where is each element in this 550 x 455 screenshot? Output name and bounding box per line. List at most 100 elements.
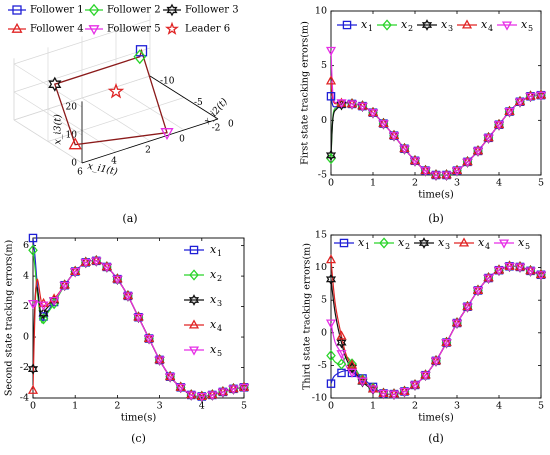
- y-tick-label: 5: [321, 295, 327, 306]
- legend-marker: [382, 19, 392, 31]
- marker-x5: [27, 299, 39, 310]
- panel-label: (a): [122, 212, 137, 225]
- marker-x5: [483, 274, 494, 284]
- y-tick-label: -2: [20, 362, 29, 373]
- marker-x5: [409, 157, 421, 167]
- grid-3d: [13, 14, 219, 164]
- marker-x3: [336, 98, 347, 111]
- marker-x3: [38, 307, 49, 320]
- plot-area-frame: [330, 10, 542, 176]
- floor-grid-line: [47, 97, 185, 142]
- legend-label: x: [210, 243, 217, 256]
- marker-x5: [430, 357, 442, 367]
- marker-x5: [336, 350, 347, 360]
- marker-x4: [451, 317, 463, 327]
- y-axis-label: Third state tracking errors(m): [302, 243, 313, 390]
- marker-x4: [399, 143, 410, 153]
- marker-x4: [357, 100, 368, 110]
- marker-x5: [493, 266, 505, 276]
- marker-x5: [535, 271, 547, 281]
- marker-x4: [325, 75, 337, 85]
- x-tick-label: 0: [30, 401, 36, 412]
- marker-x5: [514, 98, 526, 108]
- marker-x4: [472, 145, 484, 155]
- x-tick-label: 1: [370, 401, 376, 412]
- z-tick-label: 0: [71, 159, 77, 169]
- point-leader-6: [107, 82, 125, 99]
- marker-x4: [336, 330, 347, 340]
- marker-x4: [196, 390, 207, 401]
- marker-x4: [186, 389, 197, 399]
- legend-marker: [458, 237, 470, 247]
- side-wall-grid-line: [13, 63, 83, 108]
- marker-x4: [175, 381, 186, 391]
- x-tick-label: 2: [114, 401, 120, 412]
- x-axis-label: time(s): [418, 190, 454, 201]
- marker-x4: [441, 336, 452, 347]
- marker-x4: [493, 264, 505, 274]
- y-tick-label: 10: [315, 262, 327, 273]
- marker-x4: [441, 169, 452, 179]
- legend-subscript: 4: [217, 324, 222, 333]
- legend-label: x: [481, 18, 488, 31]
- legend-marker: [189, 245, 199, 255]
- side-wall-grid-line: [13, 119, 83, 164]
- panel-label: (d): [428, 432, 444, 445]
- legend-marker: [11, 22, 23, 33]
- legend-subscript: 2: [217, 274, 222, 283]
- legend-subscript: 3: [217, 299, 222, 308]
- marker-x5: [409, 381, 421, 391]
- marker-x4: [462, 301, 473, 311]
- marker-x3: [325, 149, 337, 162]
- marker-x4: [462, 156, 473, 166]
- marker-x2: [336, 358, 347, 370]
- marker-x5: [91, 257, 102, 267]
- marker-x4: [101, 261, 112, 271]
- marker-x5: [367, 109, 379, 119]
- marker-x4: [80, 256, 91, 266]
- y-tick-label: 0: [321, 327, 327, 338]
- x-axis-label: time(s): [121, 413, 157, 424]
- marker-x5: [493, 121, 505, 131]
- marker-x4: [535, 269, 547, 279]
- marker-x4: [430, 355, 442, 365]
- y-tick-label: -10: [160, 77, 175, 87]
- side-wall-grid-line: [13, 91, 83, 136]
- marker-x5: [388, 390, 400, 400]
- marker-x4: [504, 105, 515, 116]
- marker-x4: [535, 89, 547, 99]
- panel-label: (c): [131, 432, 146, 445]
- legend-label: x: [210, 293, 217, 306]
- point-follower-1: [135, 45, 148, 57]
- marker-x4: [472, 284, 484, 294]
- marker-x4: [143, 332, 155, 343]
- marker-x4: [525, 265, 536, 275]
- marker-x5: [175, 383, 186, 394]
- legend-subscript: 2: [408, 24, 413, 33]
- legend-subscript: 4: [488, 24, 493, 33]
- legend-subscript: 3: [448, 24, 453, 33]
- x-tick-label: 1: [72, 401, 78, 412]
- x-tick-label: 6: [77, 168, 83, 178]
- marker-x4: [91, 255, 102, 265]
- legend-marker: [421, 19, 433, 31]
- x-tick-label: 4: [496, 401, 502, 412]
- marker-x2: [28, 244, 38, 256]
- legend-subscript: 1: [365, 242, 370, 251]
- x-tick-label: 4: [496, 178, 502, 189]
- marker-x4: [346, 359, 358, 369]
- series-line-x5: [331, 265, 541, 395]
- marker-x5: [186, 391, 197, 401]
- panel-label: (b): [428, 212, 444, 225]
- marker-x4: [504, 260, 515, 270]
- marker-x1: [39, 312, 48, 321]
- marker-x4: [207, 389, 218, 399]
- marker-x4: [430, 169, 442, 179]
- marker-x4: [388, 129, 400, 140]
- marker-x5: [38, 301, 49, 311]
- legend-marker: [88, 3, 100, 17]
- legend-3d: Follower 1 Follower 2 Follower 3 Follower 4…: [8, 3, 239, 36]
- marker-x4: [27, 384, 39, 394]
